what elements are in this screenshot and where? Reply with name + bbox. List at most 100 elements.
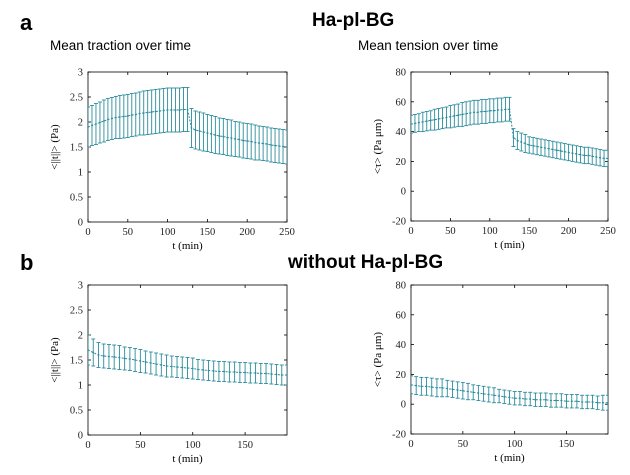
y-tick-label: 20: [396, 370, 407, 381]
data-point: [223, 370, 226, 373]
data-point: [529, 398, 532, 400]
data-point: [575, 400, 578, 403]
data-point: [473, 111, 475, 114]
x-tick-label: 50: [458, 439, 469, 450]
data-point: [165, 365, 168, 367]
y-tick-label: 60: [396, 97, 407, 108]
y-tick-label: 60: [396, 310, 407, 321]
data-point: [214, 134, 217, 136]
y-tick-label: 20: [396, 157, 407, 168]
data-point: [254, 141, 257, 144]
data-point: [174, 109, 177, 111]
data-point: [99, 121, 101, 124]
data-point: [170, 109, 173, 111]
data-point: [122, 115, 125, 118]
y-axis-label: <τ> (Pa μm): [372, 119, 384, 174]
data-point: [170, 365, 173, 368]
y-tick-label: 40: [396, 340, 407, 351]
x-tick-label: 150: [521, 226, 537, 237]
x-tick-label: 50: [123, 227, 134, 238]
y-tick-label: 2.5: [70, 306, 83, 317]
data-point: [469, 112, 471, 114]
data-point: [282, 145, 284, 148]
data-point: [425, 385, 428, 388]
data-point: [449, 115, 452, 118]
data-point: [503, 395, 506, 398]
data-point: [500, 109, 503, 111]
data-point: [591, 401, 594, 403]
data-point: [230, 137, 233, 139]
y-tick-label: 1: [78, 168, 83, 179]
data-point: [445, 116, 448, 119]
data-point: [493, 394, 495, 397]
y-tick-label: 2: [78, 331, 83, 342]
data-point: [528, 144, 531, 146]
data-point: [599, 156, 602, 159]
data-point: [550, 399, 552, 402]
y-tick-label: 0.5: [70, 406, 83, 417]
data-point: [146, 111, 149, 114]
x-axis-label: t (min): [494, 239, 525, 251]
data-point: [518, 397, 521, 400]
data-point: [540, 146, 542, 149]
data-point: [191, 367, 194, 370]
data-point: [144, 361, 147, 363]
x-tick-label: 150: [559, 439, 575, 450]
data-point: [513, 397, 516, 400]
data-point: [571, 152, 574, 155]
x-tick-label: 250: [279, 227, 295, 238]
data-point: [212, 370, 215, 372]
data-point: [579, 153, 582, 156]
data-point: [536, 145, 538, 148]
x-tick-label: 0: [85, 227, 90, 238]
data-point: [596, 401, 599, 404]
data-point: [123, 357, 126, 360]
x-tick-label: 150: [237, 440, 253, 451]
axes-box: [410, 284, 609, 435]
data-point: [441, 386, 444, 389]
data-point: [233, 371, 236, 373]
data-point: [581, 401, 583, 403]
data-point: [158, 110, 161, 112]
x-tick-label: 0: [85, 440, 90, 451]
x-tick-label: 100: [160, 227, 176, 238]
y-tick-label: 0: [401, 187, 406, 198]
data-point: [465, 112, 468, 115]
data-point: [429, 119, 432, 122]
data-point: [451, 388, 454, 391]
data-point: [544, 398, 547, 401]
x-tick-label: 200: [561, 226, 577, 237]
data-point: [178, 109, 181, 111]
data-point: [516, 139, 519, 142]
data-point: [481, 110, 483, 113]
data-point: [286, 374, 287, 376]
data-point: [559, 150, 562, 152]
data-point: [560, 399, 563, 402]
row-b-title: without Ha-pl-BG: [288, 252, 444, 273]
traction-chart-a: 0 50 100 150 200 250 0 0.5 1 1.5 2 2.5 3 t (min) <||t|…: [49, 68, 295, 253]
traction-chart-b: 0 50 100 150 0 0.5 1 1.5 2 2.5 3 t (min) <||t||> (Pa…: [49, 281, 288, 465]
y-tick-label: 0: [401, 400, 406, 411]
data-point: [583, 154, 586, 157]
data-point: [591, 155, 594, 158]
data-point: [548, 147, 550, 150]
data-point: [472, 391, 475, 394]
data-point: [139, 360, 142, 362]
x-tick-label: 250: [600, 226, 616, 237]
data-point: [262, 142, 265, 145]
y-tick-label: 80: [396, 68, 407, 79]
data-point: [162, 109, 165, 112]
data-point: [265, 372, 267, 375]
y-tick-label: 40: [396, 127, 407, 138]
data-point: [222, 135, 225, 138]
data-point: [160, 364, 163, 366]
data-point: [601, 401, 604, 404]
data-point: [274, 144, 276, 147]
y-tick-label: 1.5: [70, 356, 83, 367]
data-point: [186, 367, 189, 369]
data-point: [456, 389, 459, 391]
data-point: [504, 108, 507, 111]
data-point: [570, 400, 573, 403]
data-point: [524, 142, 527, 145]
data-point: [118, 356, 121, 359]
